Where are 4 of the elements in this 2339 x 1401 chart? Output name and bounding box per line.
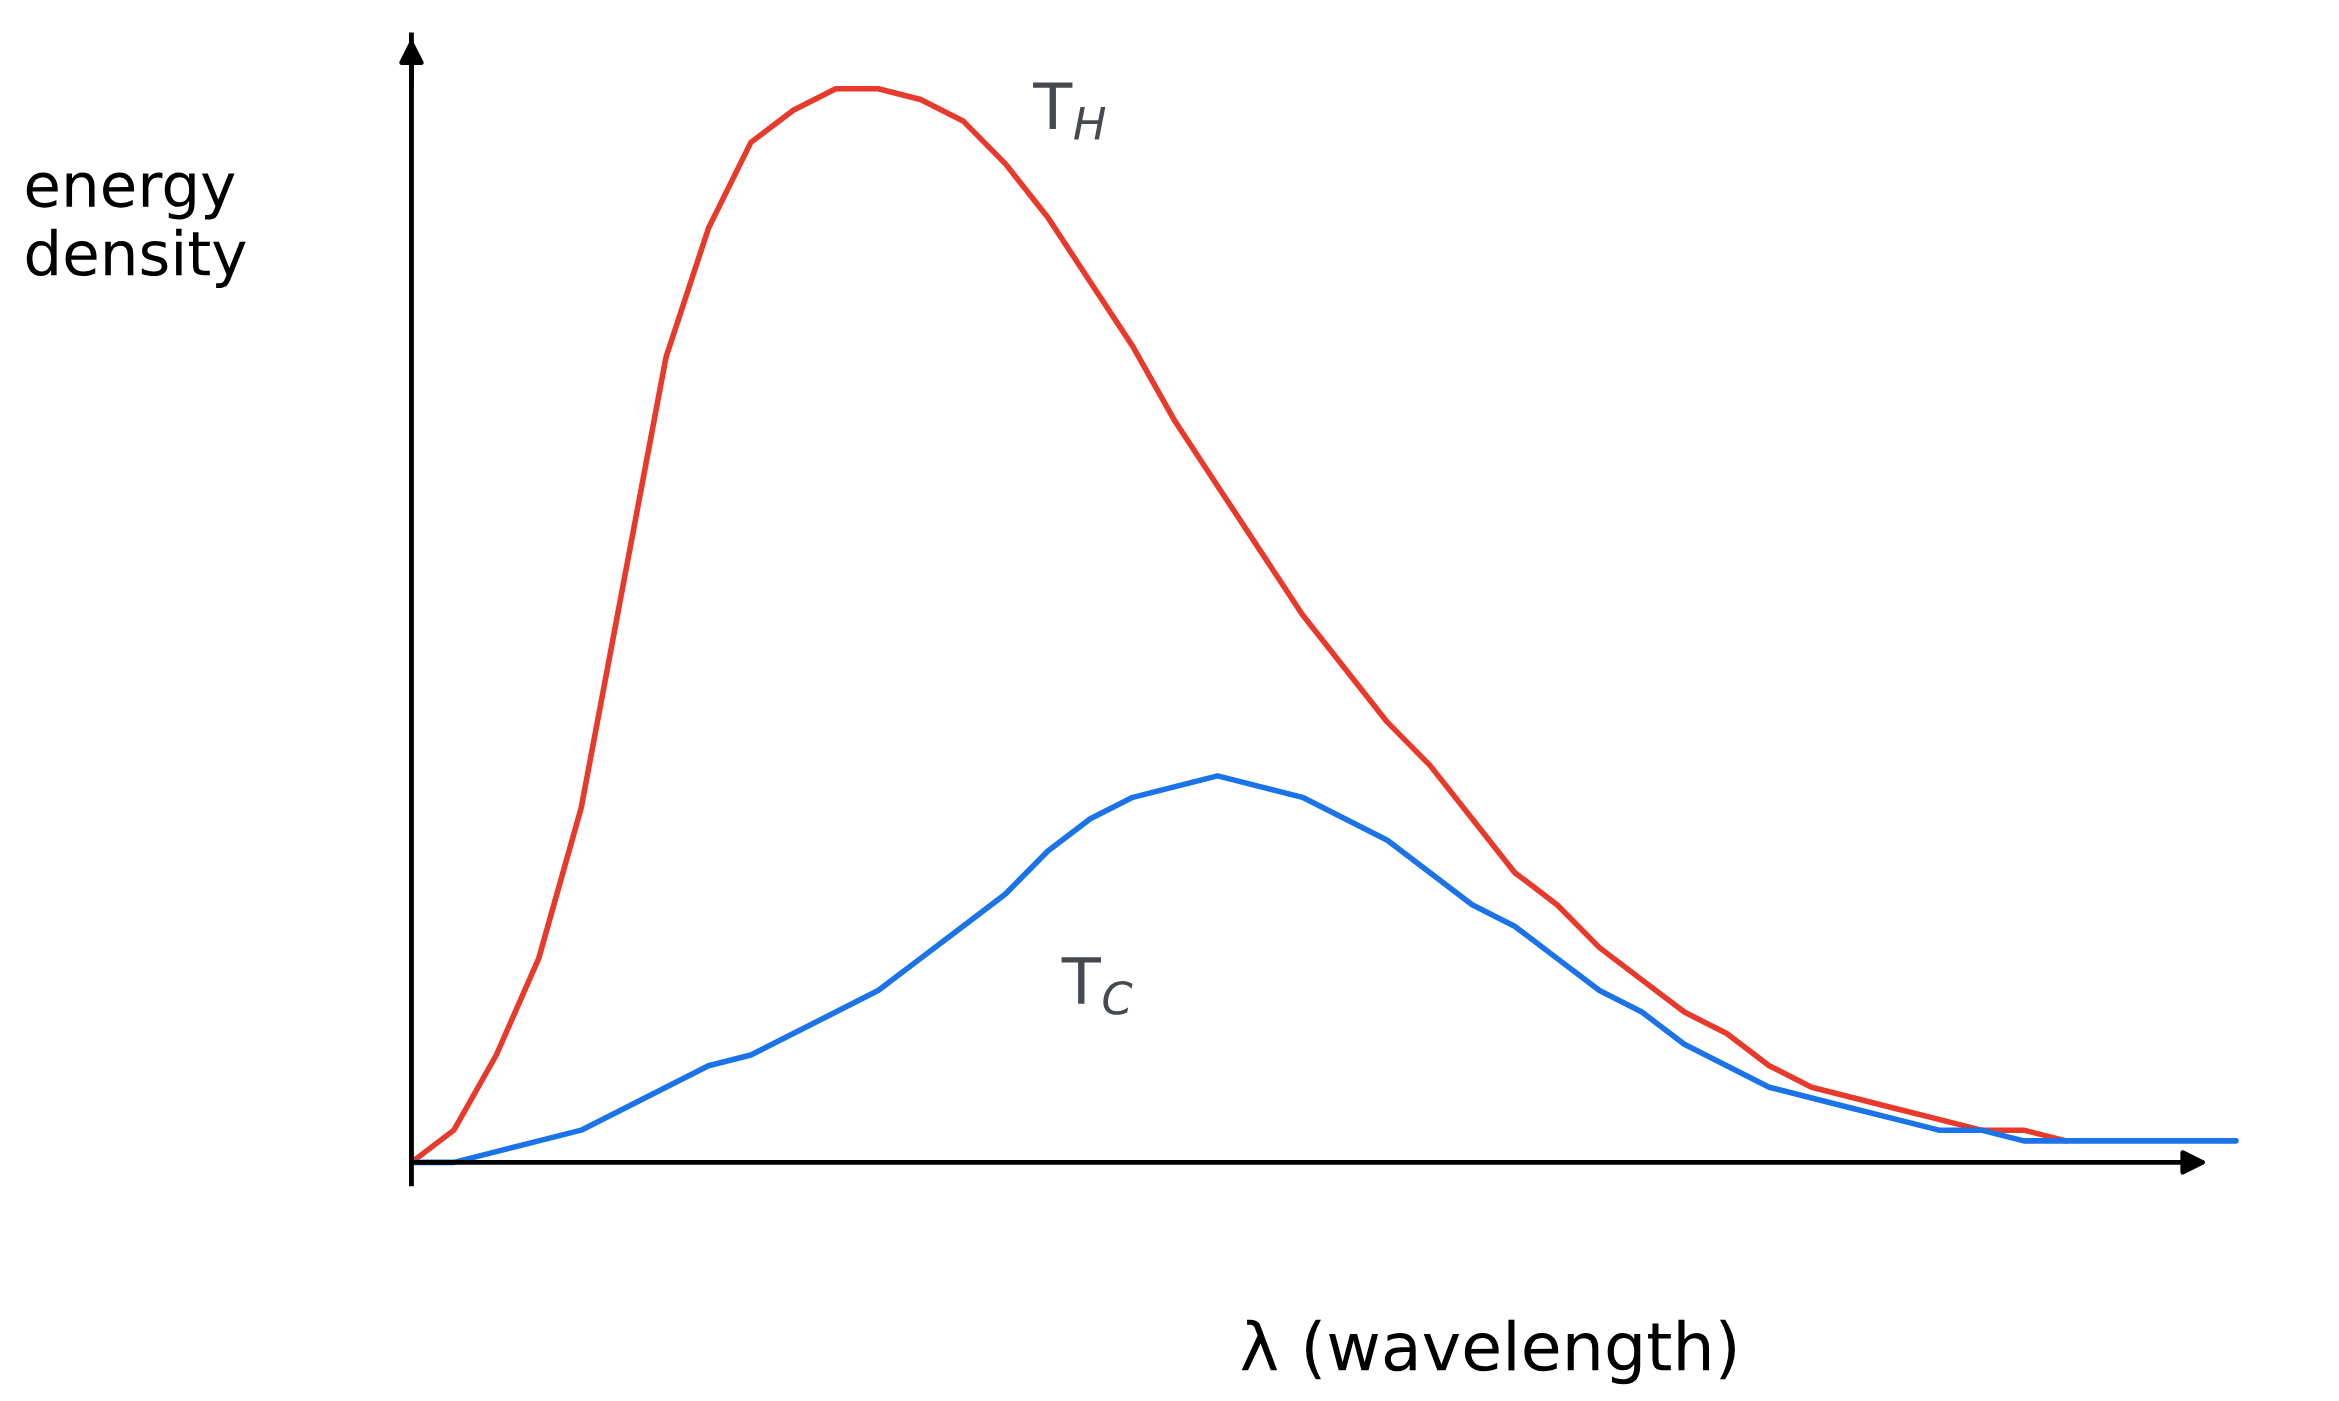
series-label: T$_{H}$	[1033, 82, 1106, 140]
series-label: T$_{C}$	[1061, 957, 1133, 1015]
y-axis-title: energy density	[26, 172, 246, 288]
x-axis-title: λ (wavelength)	[1241, 1319, 1735, 1385]
